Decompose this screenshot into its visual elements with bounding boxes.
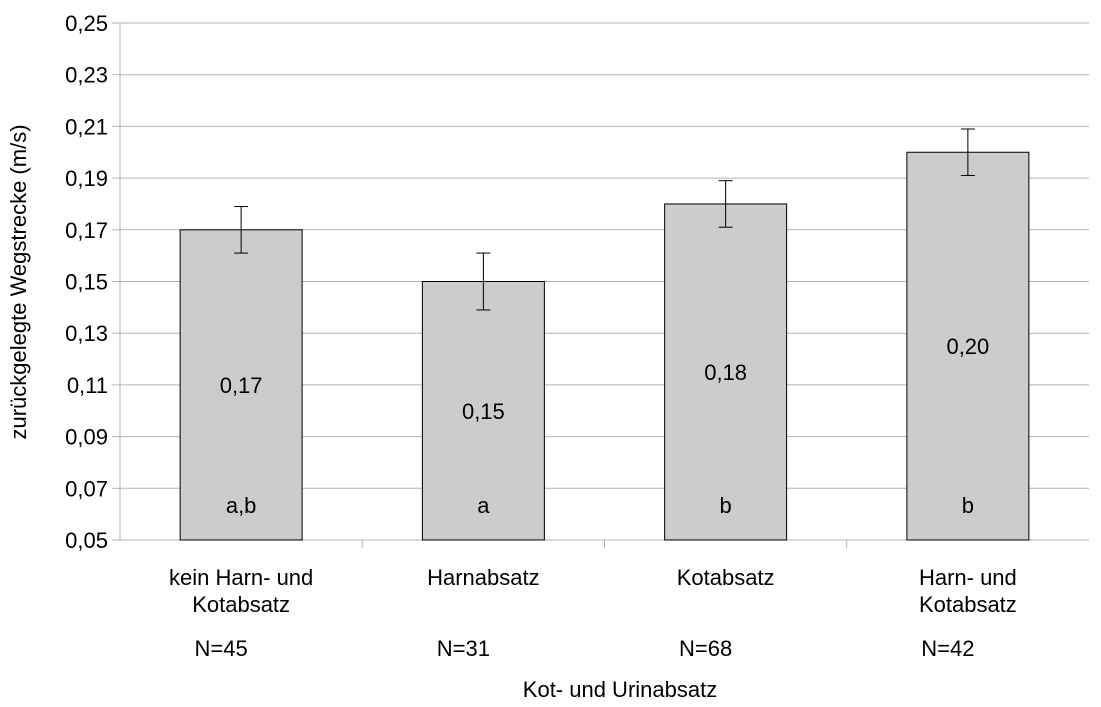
y-tick-label: 0,25: [65, 11, 108, 36]
labels: 0,05 0,07 0,09 0,11 0,13 0,15 0,17 0,19 0,21 0,23…: [65, 11, 1017, 661]
data-label: 0,20: [946, 334, 989, 359]
y-tick-label: 0,19: [65, 166, 108, 191]
category-label: Harn- und: [919, 565, 1017, 590]
y-tick-label: 0,07: [65, 476, 108, 501]
category-label: Harnabsatz: [427, 565, 540, 590]
y-axis-title: zurückgelegte Wegstrecke (m/s): [6, 124, 31, 439]
y-tick-label: 0,11: [67, 373, 108, 398]
bars: [179, 128, 1030, 541]
y-tick-label: 0,05: [65, 528, 108, 553]
category-label: Kotabsatz: [919, 592, 1017, 617]
y-tick-label: 0,17: [65, 218, 108, 243]
y-tick-label: 0,13: [65, 321, 108, 346]
y-tick-label: 0,15: [65, 270, 108, 295]
significance-letter: b: [720, 493, 732, 518]
significance-letter: a,b: [226, 493, 257, 518]
category-label: Kotabsatz: [192, 592, 290, 617]
data-label: 0,18: [704, 360, 747, 385]
bar: [421, 281, 545, 541]
data-label: 0,17: [220, 373, 263, 398]
sample-size-label: N=31: [437, 636, 490, 661]
sample-size-label: N=42: [921, 636, 974, 661]
sample-size-label: N=68: [679, 636, 732, 661]
bar: [179, 229, 303, 541]
category-label: Kotabsatz: [677, 565, 775, 590]
bar: [664, 203, 788, 541]
category-label: kein Harn- und: [169, 565, 313, 590]
y-tick-label: 0,21: [65, 114, 108, 139]
data-label: 0,15: [462, 399, 505, 424]
significance-letter: a: [477, 493, 490, 518]
x-axis-title: Kot- und Urinabsatz: [523, 677, 717, 702]
y-tick-label: 0,23: [65, 63, 108, 88]
bar: [906, 151, 1030, 541]
sample-size-label: N=45: [195, 636, 248, 661]
y-tick-label: 0,09: [65, 425, 108, 450]
significance-letter: b: [962, 493, 974, 518]
